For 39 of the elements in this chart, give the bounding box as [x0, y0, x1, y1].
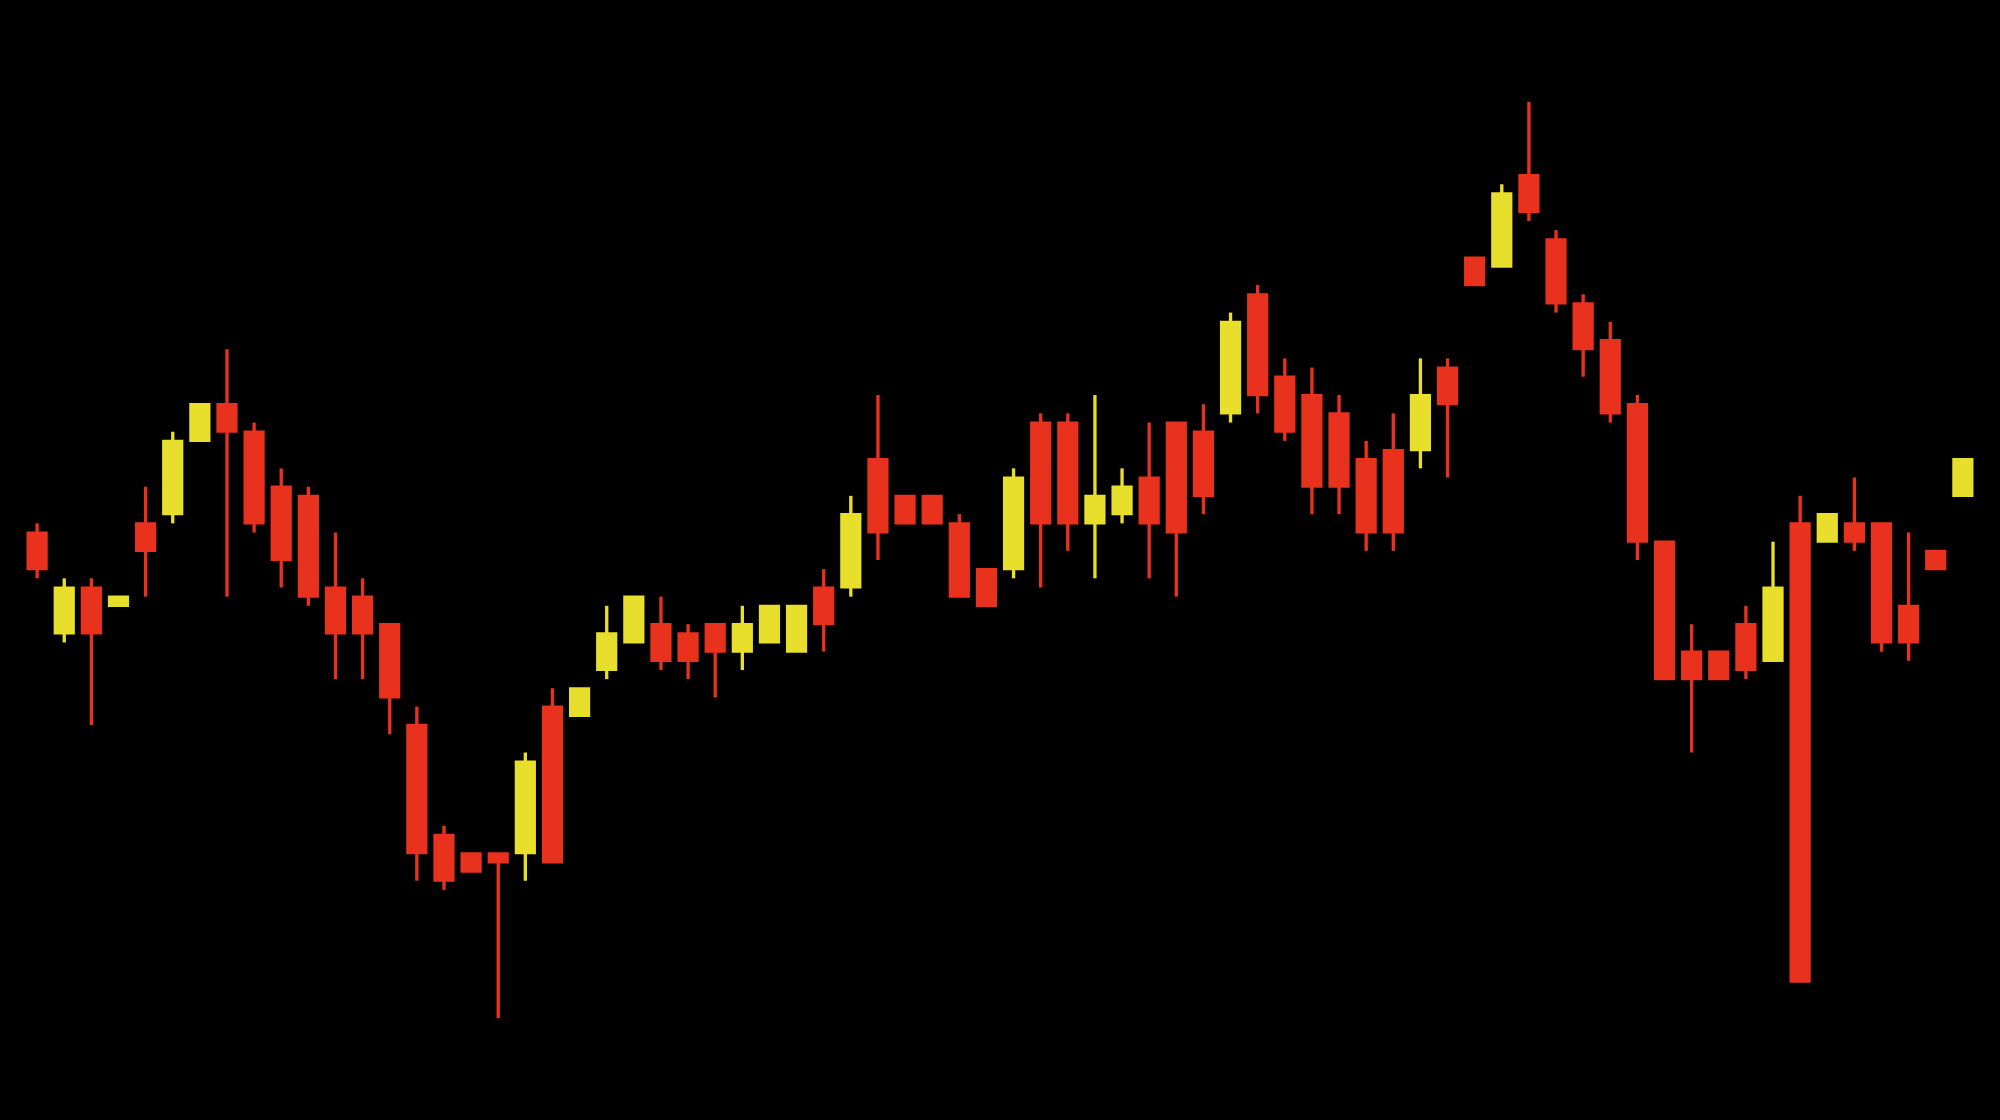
candlestick [1708, 650, 1730, 681]
candlestick [1111, 466, 1133, 526]
candlestick [433, 824, 455, 892]
candlestick [1735, 604, 1757, 681]
candlestick [568, 687, 591, 717]
candlestick [487, 851, 509, 1020]
candlestick [1518, 100, 1540, 223]
candlestick [975, 568, 998, 607]
candlestick [1138, 420, 1160, 580]
candlestick [1843, 475, 1865, 553]
candlestick [460, 852, 482, 873]
candlestick [1898, 530, 1920, 663]
candlestick [650, 594, 672, 672]
candlestick [135, 485, 157, 599]
candlestick [758, 604, 781, 644]
candlestick [731, 604, 753, 672]
candlestick [80, 576, 102, 727]
candlestick [1681, 622, 1703, 755]
candlestick [596, 604, 618, 681]
candlestick [1084, 393, 1106, 580]
candlestick [677, 622, 699, 681]
candlestick [1436, 356, 1459, 480]
candlestick [785, 604, 808, 653]
candlestick [1464, 256, 1486, 287]
candlestick [1952, 458, 1974, 497]
candlestick [813, 567, 835, 654]
candlestick [189, 403, 211, 442]
candlestick [324, 530, 347, 681]
candlestick [1816, 513, 1838, 543]
candlestick [216, 347, 238, 599]
candlestick [921, 494, 943, 525]
candlestick [26, 521, 48, 580]
candlestick [894, 494, 916, 525]
candlestick [623, 595, 645, 644]
candlestick [1572, 292, 1594, 379]
candlestick [53, 576, 75, 645]
candlestick [704, 622, 726, 700]
candlestick [1925, 549, 1947, 571]
candlestick [352, 576, 374, 681]
